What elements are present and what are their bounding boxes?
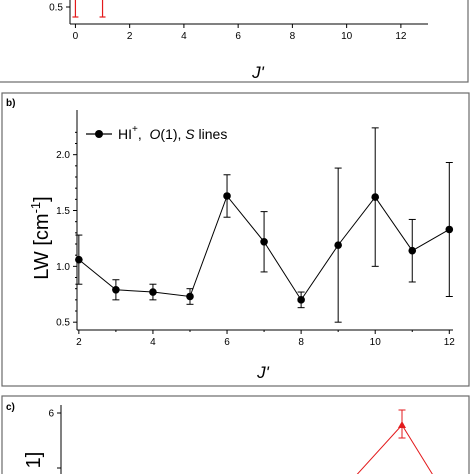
y-tick-label-1.5: 1.5: [56, 206, 70, 217]
a-x-tick-label-10: 10: [341, 31, 353, 42]
panel-c-label: c): [6, 402, 15, 413]
panel-b-ylabel-main: LW [cm: [31, 213, 53, 279]
data-point: [75, 255, 83, 264]
legend-marker: [95, 130, 103, 138]
data-point: [445, 225, 454, 234]
data-point: [223, 192, 231, 200]
a-x-tick-label-6: 6: [235, 31, 241, 42]
panel-b-legend: HI+, O(1), S lines: [86, 124, 227, 142]
panel-b-label: b): [6, 98, 15, 109]
a-x-tick-label-0: 0: [73, 31, 79, 42]
data-point: [260, 237, 268, 246]
legend-text: HI+, O(1), S lines: [118, 124, 227, 142]
panel-b: b) 2 4 6 8 10 12 0.5 1.0 1.5 2.0 LW [cm-1] J' HI+…: [1, 92, 470, 387]
a-x-tick-label-2: 2: [127, 31, 133, 42]
x-tick-label-8: 8: [298, 337, 304, 348]
x-tick-label-10: 10: [370, 337, 382, 348]
panel-c: c) 1] 6: [1, 395, 470, 474]
panel-c-ylabel: 1]: [23, 452, 45, 469]
x-tick-label-12: 12: [444, 337, 456, 348]
panel-a: 0 2 4 6 8 10 12 0.5 J': [0, 0, 469, 83]
a-y-tick-label-0.5: 0.5: [49, 3, 63, 14]
x-tick-label-4: 4: [150, 337, 156, 348]
panel-b-ylabel: LW [cm-1]: [28, 196, 53, 279]
data-point: [297, 296, 305, 304]
panel-b-plot: 2 4 6 8 10 12 0.5 1.0 1.5 2.0: [56, 110, 455, 348]
panel-c-plot: 6: [48, 405, 433, 474]
data-point: [186, 292, 194, 301]
data-point: [371, 193, 380, 201]
a-x-tick-label-8: 8: [290, 31, 296, 42]
y-tick-label-1.0: 1.0: [56, 262, 70, 273]
data-point: [334, 241, 342, 249]
c-series-line: [356, 424, 433, 474]
panel-c-border: [1, 395, 470, 474]
c-data-point: [398, 421, 406, 428]
panel-b-xlabel: J': [256, 363, 270, 382]
x-tick-label-2: 2: [76, 337, 82, 348]
panel-a-border: [0, 0, 469, 83]
c-y-tick-label-6: 6: [48, 409, 54, 420]
data-point: [408, 246, 417, 255]
panel-a-plot: 0 2 4 6 8 10 12 0.5: [49, 0, 428, 42]
panel-b-border: [1, 92, 470, 387]
panel-b-ylabel-sup: -1: [28, 202, 43, 214]
y-tick-label-2.0: 2.0: [56, 150, 70, 161]
data-point: [112, 285, 120, 294]
a-x-tick-label-4: 4: [181, 31, 187, 42]
panel-b-ylabel-close: ]: [31, 196, 53, 202]
y-tick-label-0.5: 0.5: [56, 318, 70, 329]
x-tick-label-6: 6: [224, 337, 230, 348]
a-x-tick-label-12: 12: [395, 31, 407, 42]
data-point: [149, 288, 157, 296]
panel-a-xlabel: J': [251, 63, 265, 82]
